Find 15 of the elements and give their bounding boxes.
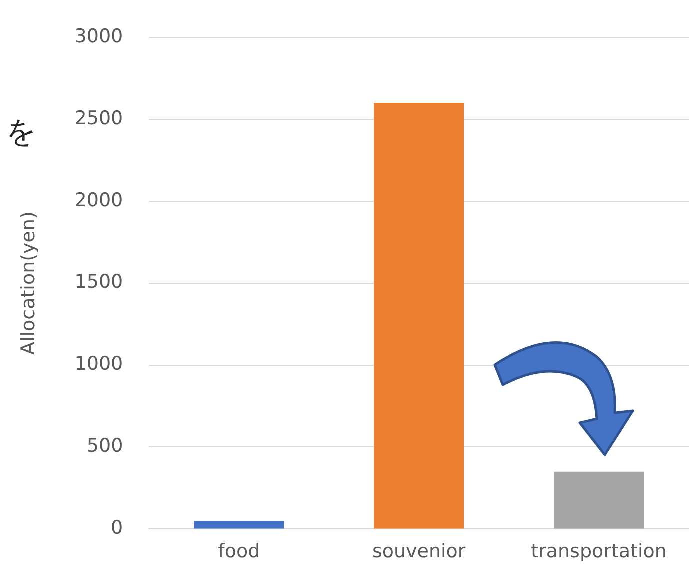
- x-tick-label: food: [218, 540, 260, 563]
- y-tick-label: 3000: [74, 25, 124, 48]
- bar: [554, 472, 644, 529]
- y-tick-label: 1500: [74, 271, 124, 294]
- y-tick-label: 2500: [74, 107, 124, 130]
- bar: [374, 102, 464, 529]
- bar: [194, 521, 284, 529]
- x-tick-label: souvenior: [372, 540, 466, 563]
- y-tick-label: 0: [111, 517, 124, 540]
- x-tick-label: transportation: [531, 540, 667, 563]
- y-tick-label: 2000: [74, 189, 124, 212]
- y-axis-title: Allocation(yen): [17, 212, 40, 356]
- y-tick-label: 500: [86, 435, 124, 458]
- y-tick-label: 1000: [74, 353, 124, 376]
- text: を: [6, 114, 37, 152]
